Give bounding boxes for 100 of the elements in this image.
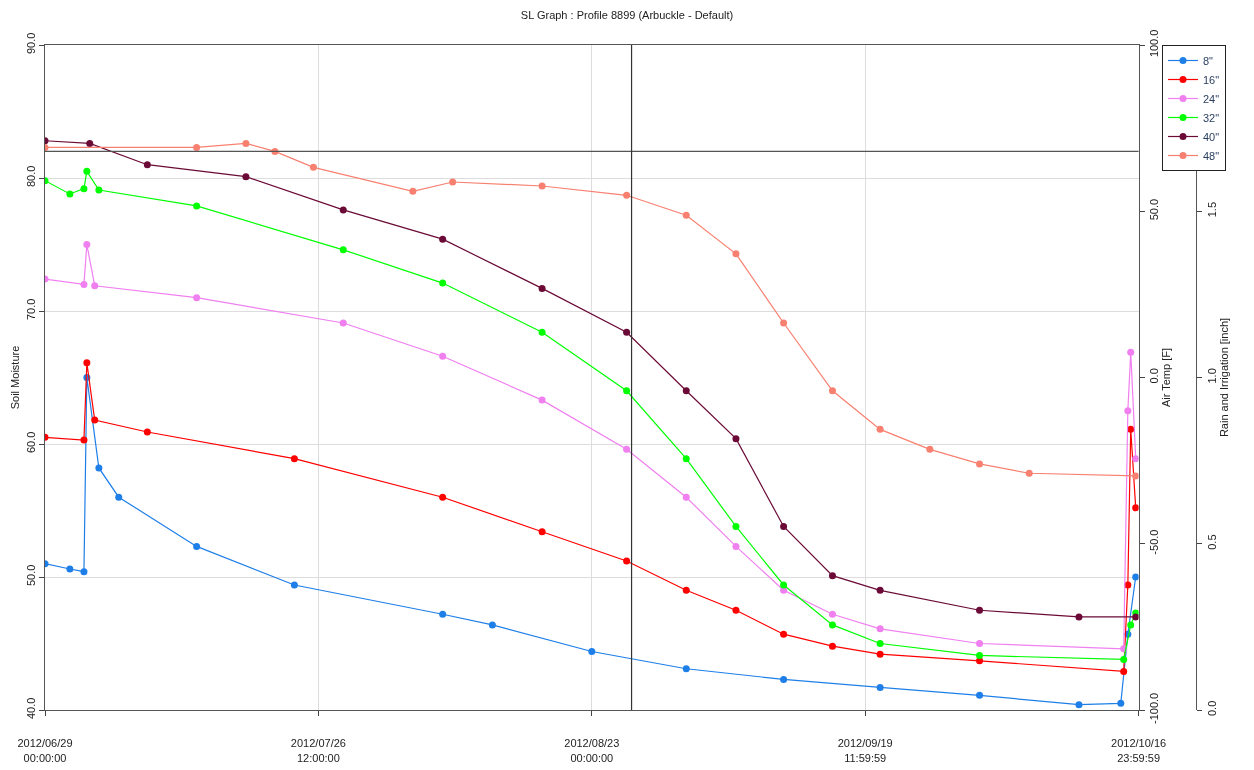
point bbox=[876, 625, 884, 633]
point bbox=[80, 280, 88, 288]
point bbox=[1075, 701, 1083, 709]
point bbox=[538, 396, 546, 404]
point bbox=[1132, 613, 1139, 621]
point bbox=[439, 235, 447, 243]
legend-label: 24" bbox=[1203, 92, 1220, 105]
x-tick-label: 2012/09/19 11:59:59 bbox=[837, 737, 893, 764]
point bbox=[876, 683, 884, 691]
point bbox=[91, 282, 99, 290]
chart-title: SL Graph : Profile 8899 (Arbuckle - Default) bbox=[520, 9, 734, 22]
point bbox=[439, 610, 447, 618]
point bbox=[538, 284, 546, 292]
point bbox=[1132, 504, 1139, 512]
point bbox=[95, 186, 103, 194]
point bbox=[623, 328, 631, 336]
point bbox=[193, 202, 201, 210]
point bbox=[828, 572, 836, 580]
point bbox=[339, 319, 347, 327]
y-tick-label: 60.0 bbox=[24, 431, 37, 454]
point bbox=[143, 428, 151, 436]
y3-tick-label: 1.5 bbox=[1205, 201, 1218, 218]
point bbox=[828, 621, 836, 629]
point bbox=[1132, 472, 1139, 480]
point bbox=[682, 665, 690, 673]
legend-label: 16" bbox=[1203, 73, 1220, 86]
point bbox=[1127, 348, 1135, 356]
point bbox=[538, 328, 546, 336]
point bbox=[193, 143, 201, 151]
y-tick-label: 90.0 bbox=[24, 32, 37, 55]
y-tick-label: 50.0 bbox=[24, 564, 37, 587]
point bbox=[976, 691, 984, 699]
point bbox=[1025, 469, 1033, 477]
point bbox=[309, 163, 317, 171]
point bbox=[1120, 655, 1128, 663]
point bbox=[449, 178, 457, 186]
point bbox=[80, 568, 88, 576]
point bbox=[1124, 581, 1132, 589]
point bbox=[83, 359, 91, 367]
y3-tick-label: 0.0 bbox=[1205, 700, 1218, 716]
point bbox=[623, 191, 631, 199]
y-tick-label: 70.0 bbox=[24, 298, 37, 321]
point bbox=[66, 190, 74, 198]
point bbox=[976, 606, 984, 614]
point bbox=[86, 139, 94, 147]
point bbox=[290, 455, 298, 463]
point bbox=[828, 642, 836, 650]
point bbox=[876, 586, 884, 594]
point bbox=[242, 173, 250, 181]
point bbox=[1075, 613, 1083, 621]
y3-tick-label: 0.5 bbox=[1205, 534, 1218, 550]
point bbox=[339, 246, 347, 254]
y2-tick-label: 50.0 bbox=[1147, 198, 1160, 221]
point bbox=[91, 416, 99, 424]
y3-tick-label: 1.0 bbox=[1205, 368, 1218, 384]
point bbox=[876, 650, 884, 658]
point bbox=[732, 542, 740, 550]
point bbox=[1124, 407, 1132, 415]
point bbox=[242, 139, 250, 147]
point bbox=[732, 606, 740, 614]
point bbox=[976, 651, 984, 659]
point bbox=[538, 528, 546, 536]
y2-tick-label: -50.0 bbox=[1147, 529, 1160, 555]
point bbox=[439, 352, 447, 360]
point bbox=[193, 542, 201, 550]
point bbox=[828, 610, 836, 618]
point bbox=[780, 675, 788, 683]
point bbox=[83, 241, 91, 248]
point bbox=[80, 436, 88, 444]
point bbox=[732, 522, 740, 530]
point bbox=[780, 630, 788, 638]
point bbox=[1117, 699, 1125, 707]
y-tick-label: 80.0 bbox=[24, 165, 37, 188]
point bbox=[83, 167, 91, 175]
legend-label: 32" bbox=[1203, 111, 1220, 124]
point bbox=[439, 493, 447, 501]
x-tick-label: 2012/08/23 00:00:00 bbox=[564, 737, 620, 764]
point bbox=[1120, 667, 1128, 675]
point bbox=[1127, 425, 1135, 433]
point bbox=[780, 522, 788, 530]
point bbox=[488, 621, 496, 629]
y2-axis-title: Air Temp [F] bbox=[1159, 347, 1172, 408]
legend-label: 8" bbox=[1203, 54, 1214, 67]
point bbox=[623, 445, 631, 453]
point bbox=[828, 387, 836, 395]
point bbox=[409, 187, 417, 195]
point bbox=[682, 586, 690, 594]
point bbox=[1127, 621, 1135, 629]
point bbox=[95, 464, 103, 472]
point bbox=[439, 279, 447, 287]
legend-label: 40" bbox=[1203, 130, 1220, 143]
point bbox=[682, 211, 690, 219]
point bbox=[780, 581, 788, 589]
point bbox=[976, 640, 984, 647]
legend-label: 48" bbox=[1203, 149, 1220, 162]
point bbox=[1132, 455, 1139, 463]
point bbox=[80, 185, 88, 193]
point bbox=[193, 294, 201, 302]
y2-tick-label: -100.0 bbox=[1147, 692, 1160, 724]
y-tick-label: 40.0 bbox=[24, 697, 37, 720]
